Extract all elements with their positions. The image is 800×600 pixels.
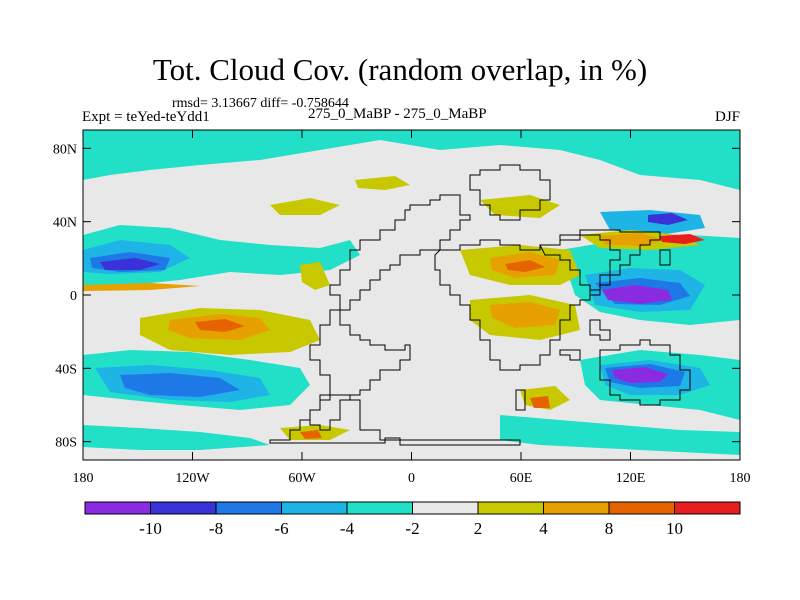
longitude-axis: 180 120W 60W 0 60E 120E 180	[73, 130, 751, 486]
contour-blue-sp	[120, 373, 240, 397]
contour-violet-aus	[612, 367, 668, 383]
stats-line: rmsd= 3.13667 diff= -0.758644	[172, 96, 349, 111]
colorbar-label: 10	[666, 519, 683, 538]
lon-tick-label: 120W	[175, 471, 210, 486]
colorbar-swatch	[281, 501, 348, 515]
colorbar-swatch	[84, 501, 151, 515]
colorbar-label: 2	[474, 519, 483, 538]
coastline-se-asia	[659, 249, 671, 266]
colorbar-label: 8	[605, 519, 614, 538]
contour-yellow-n2	[355, 176, 410, 190]
contour-darkblue-ne	[648, 213, 688, 225]
lon-tick-label: 60W	[288, 471, 316, 486]
colorbar-swatch	[608, 501, 675, 515]
colorbar-swatch	[412, 501, 479, 515]
season-label: DJF	[714, 109, 740, 125]
colorbar-swatch	[150, 501, 217, 515]
colorbar: -10 -8 -6 -4 -2 2 4 8 10	[84, 501, 741, 538]
lon-tick-label: 60E	[510, 471, 533, 486]
coastline-sa-ridge	[515, 389, 526, 411]
contour-darkorange-pac	[195, 319, 245, 332]
lat-tick-label: 40N	[53, 216, 77, 231]
contour-orange-eq	[83, 283, 200, 291]
lat-tick-label: 80S	[55, 436, 77, 451]
contour-orange-ne	[600, 233, 665, 246]
coastline-antarctica	[269, 394, 521, 446]
coastlines	[269, 164, 691, 446]
lon-tick-label: 120E	[616, 471, 646, 486]
lat-tick-label: 40S	[55, 362, 77, 377]
experiment-label: Expt = teYed-teYdd1	[82, 109, 210, 125]
coastline-africa-europe	[434, 234, 621, 371]
colorbar-swatch	[674, 501, 741, 515]
coastline-australia	[599, 339, 691, 406]
contour-red-ant	[300, 430, 322, 439]
contour-cyan-south-east	[500, 415, 740, 455]
lon-tick-label: 180	[73, 471, 94, 486]
comparison-label: 275_0_MaBP - 275_0_MaBP	[308, 106, 487, 122]
coastline-sumatra	[589, 319, 611, 341]
colorbar-swatch	[477, 501, 544, 515]
colorbar-label: -6	[274, 519, 288, 538]
colorbar-label: -2	[405, 519, 419, 538]
colorbar-label: -8	[209, 519, 223, 538]
anomaly-field	[83, 130, 740, 455]
map-panel: 80N 40N 0 40S 80S 180 120W 60W 0 60E 120E 180	[53, 129, 751, 486]
coastline-asia	[539, 229, 661, 296]
contour-yellow-atl2	[300, 262, 330, 290]
map-title: Tot. Cloud Cov. (random overlap, in %)	[152, 52, 648, 87]
lon-tick-label: 180	[730, 471, 751, 486]
colorbar-label: -4	[340, 519, 355, 538]
contour-red-ne	[660, 234, 705, 244]
lat-tick-label: 80N	[53, 142, 77, 157]
contour-cyan-southern	[83, 425, 270, 450]
contour-cyan-north	[83, 130, 740, 190]
colorbar-label: -10	[139, 519, 162, 538]
contour-red-sa	[530, 396, 550, 408]
lat-tick-label: 0	[70, 289, 77, 304]
contour-darkorange-atl	[505, 260, 545, 272]
contour-darkblue-np	[100, 258, 160, 270]
latitude-axis: 80N 40N 0 40S 80S	[53, 142, 740, 451]
colorbar-label: 4	[539, 519, 548, 538]
colorbar-swatch	[346, 501, 413, 515]
colorbar-swatch	[215, 501, 282, 515]
coastline-sa-east	[559, 349, 581, 361]
contour-violet-ind	[602, 285, 672, 304]
lon-tick-label: 0	[408, 471, 415, 486]
contour-yellow-n1	[270, 198, 340, 215]
coastline-greenland	[469, 164, 551, 221]
contour-orange-ind	[490, 302, 560, 328]
colorbar-swatch	[543, 501, 610, 515]
